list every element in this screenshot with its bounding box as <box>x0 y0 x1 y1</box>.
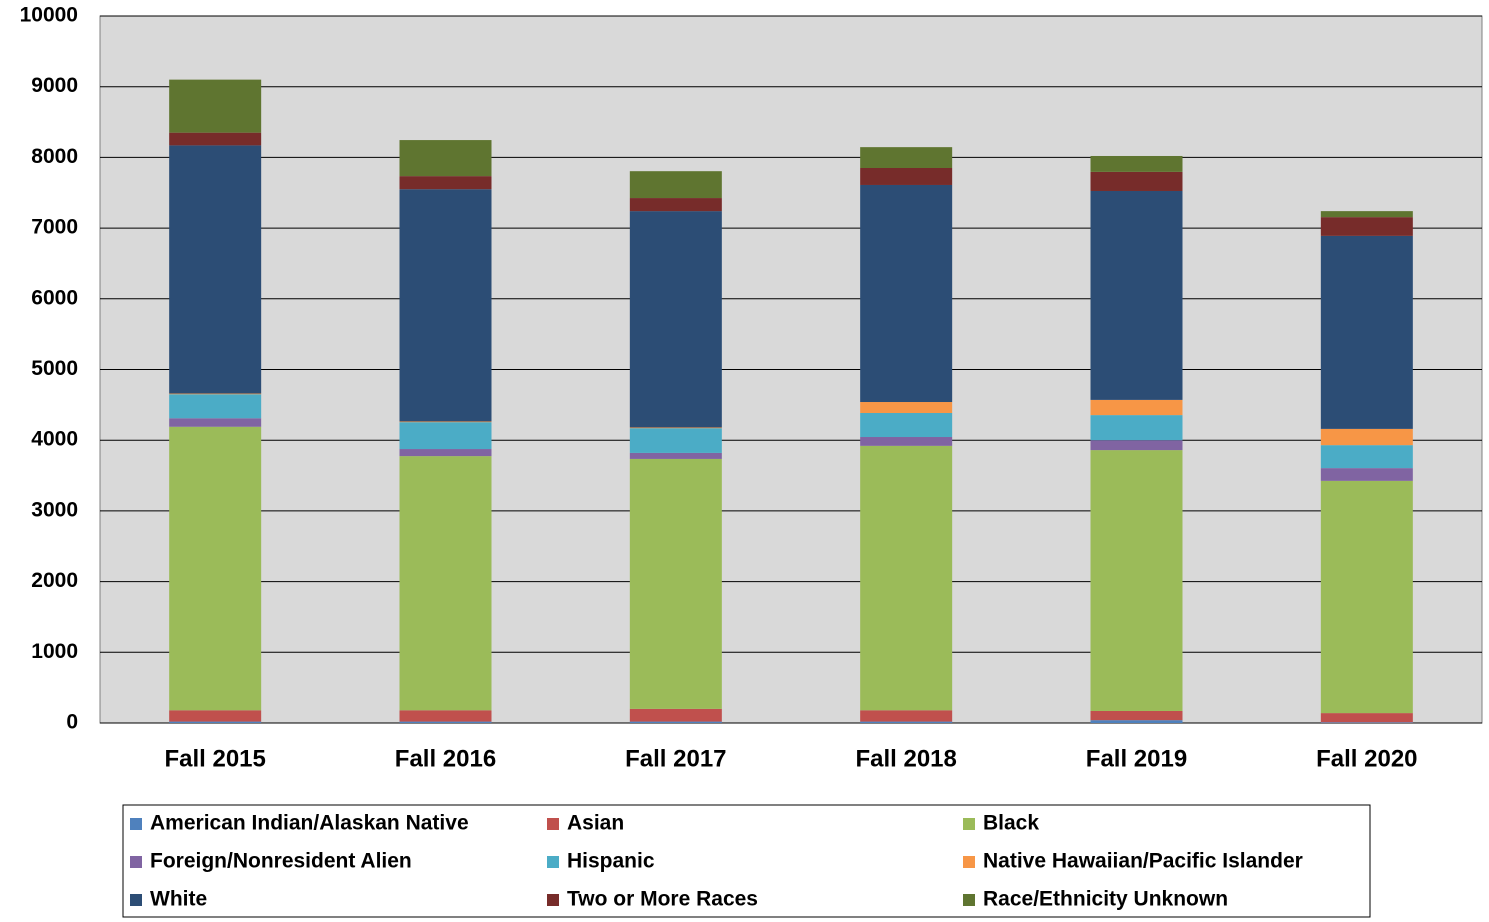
bar-segment <box>1320 428 1413 446</box>
bar-segment <box>1320 713 1413 723</box>
bar-segment <box>169 710 262 722</box>
legend-swatch <box>963 818 975 830</box>
bar-segment <box>399 449 492 457</box>
legend-label: White <box>150 888 207 911</box>
bar-segment <box>399 710 492 722</box>
legend-label: Native Hawaiian/Pacific Islander <box>983 850 1303 873</box>
bar-segment <box>1090 171 1183 191</box>
bar-segment <box>1090 720 1183 723</box>
x-tick-label: Fall 2019 <box>1086 745 1187 772</box>
bar-segment <box>1090 710 1183 721</box>
bar-segment <box>169 394 262 419</box>
legend-box <box>122 804 1371 918</box>
bar-segment <box>1320 468 1413 481</box>
bar-segment <box>629 721 722 723</box>
legend-label: Race/Ethnicity Unknown <box>983 888 1228 911</box>
bar-segment <box>629 428 722 453</box>
y-tick-label: 8000 <box>31 145 78 168</box>
bar-segment <box>1320 217 1413 236</box>
bar-segment <box>860 147 953 169</box>
bar-segment <box>1090 440 1183 451</box>
bar-segment <box>629 211 722 428</box>
bar-segment <box>169 418 262 427</box>
bar-segment <box>1090 399 1183 416</box>
bar-segment <box>860 710 953 722</box>
bar-segment <box>1090 450 1183 711</box>
bar-segment <box>629 708 722 722</box>
bar-segment <box>399 189 492 422</box>
y-tick-label: 4000 <box>31 428 78 451</box>
y-tick-label: 9000 <box>31 74 78 97</box>
x-tick-label: Fall 2016 <box>395 745 496 772</box>
legend-label: Asian <box>567 812 624 835</box>
legend-label: American Indian/Alaskan Native <box>150 812 469 835</box>
legend-label: Foreign/Nonresident Alien <box>150 850 412 873</box>
x-tick-label: Fall 2015 <box>164 745 265 772</box>
y-tick-label: 3000 <box>31 498 78 521</box>
bar-segment <box>399 176 492 190</box>
bar-segment <box>1320 445 1413 469</box>
bar-segment <box>399 721 492 723</box>
x-tick-label: Fall 2020 <box>1316 745 1417 772</box>
bar-segment <box>1090 190 1183 400</box>
bar-segment <box>629 198 722 212</box>
bar-segment <box>860 184 953 403</box>
bar-segment <box>399 421 492 423</box>
bar-segment <box>860 412 953 438</box>
legend-label: Two or More Races <box>567 888 758 911</box>
bar-segment <box>169 393 262 395</box>
legend-swatch <box>963 856 975 868</box>
bar-segment <box>629 452 722 459</box>
legend-swatch <box>130 856 142 868</box>
y-tick-label: 7000 <box>31 216 78 239</box>
legend-swatch <box>547 818 559 830</box>
bar-segment <box>629 171 722 199</box>
legend-label: Hispanic <box>567 850 655 873</box>
bar-segment <box>1320 722 1413 723</box>
bar-segment <box>1090 415 1183 441</box>
bar-segment <box>399 422 492 450</box>
bar-segment <box>169 145 262 394</box>
bar-segment <box>860 168 953 185</box>
bar-segment <box>169 721 262 723</box>
bar-segment <box>1320 480 1413 714</box>
bar-segment <box>860 445 953 711</box>
legend-swatch <box>547 856 559 868</box>
y-tick-label: 10000 <box>20 4 78 27</box>
legend-swatch <box>547 894 559 906</box>
bar-segment <box>399 456 492 711</box>
bar-segment <box>629 458 722 709</box>
y-tick-label: 6000 <box>31 286 78 309</box>
y-tick-label: 1000 <box>31 640 78 663</box>
bar-segment <box>399 140 492 177</box>
bar-segment <box>1090 155 1183 172</box>
legend-swatch <box>130 894 142 906</box>
bar-segment <box>1320 211 1413 218</box>
bar-segment <box>629 427 722 429</box>
bar-segment <box>169 426 262 711</box>
legend-label: Black <box>983 812 1039 835</box>
y-tick-label: 2000 <box>31 569 78 592</box>
y-tick-label: 0 <box>66 711 78 734</box>
bar-segment <box>169 79 262 133</box>
bar-segment <box>860 437 953 446</box>
bar-segment <box>860 402 953 413</box>
x-tick-label: Fall 2017 <box>625 745 726 772</box>
legend-swatch <box>130 818 142 830</box>
bar-segment <box>169 132 262 146</box>
bar-segment <box>1320 235 1413 429</box>
y-tick-label: 5000 <box>31 357 78 380</box>
bar-segment <box>860 721 953 723</box>
x-tick-label: Fall 2018 <box>855 745 956 772</box>
legend-swatch <box>963 894 975 906</box>
